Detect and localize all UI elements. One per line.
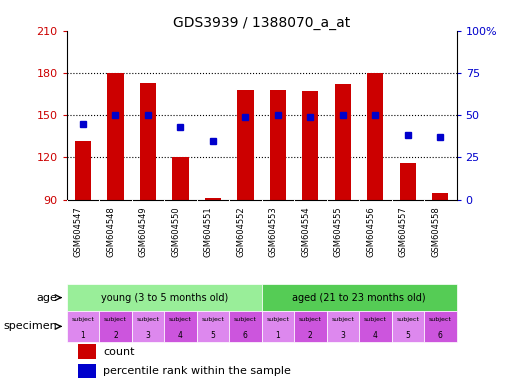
Bar xyxy=(237,90,253,200)
Bar xyxy=(327,311,359,342)
Bar xyxy=(400,163,416,200)
Text: GSM604547: GSM604547 xyxy=(74,207,83,257)
Text: subject: subject xyxy=(266,317,289,322)
Text: GSM604558: GSM604558 xyxy=(431,207,440,257)
Bar xyxy=(78,344,95,359)
Text: GSM604555: GSM604555 xyxy=(334,207,343,257)
Bar xyxy=(302,91,319,200)
Text: subject: subject xyxy=(234,317,257,322)
Bar xyxy=(391,311,424,342)
Text: subject: subject xyxy=(299,317,322,322)
Bar xyxy=(262,284,457,311)
Bar xyxy=(334,84,351,200)
Bar xyxy=(270,90,286,200)
Text: subject: subject xyxy=(429,317,452,322)
Text: GSM604554: GSM604554 xyxy=(301,207,310,257)
Text: GSM604553: GSM604553 xyxy=(269,207,278,257)
Text: subject: subject xyxy=(331,317,354,322)
Text: GSM604551: GSM604551 xyxy=(204,207,213,257)
Text: GSM604557: GSM604557 xyxy=(399,207,408,257)
Bar xyxy=(294,311,327,342)
Bar xyxy=(205,198,221,200)
Text: young (3 to 5 months old): young (3 to 5 months old) xyxy=(101,293,228,303)
Text: 2: 2 xyxy=(308,331,313,339)
Text: percentile rank within the sample: percentile rank within the sample xyxy=(103,366,291,376)
Text: 4: 4 xyxy=(373,331,378,339)
Title: GDS3939 / 1388070_a_at: GDS3939 / 1388070_a_at xyxy=(173,16,350,30)
Text: aged (21 to 23 months old): aged (21 to 23 months old) xyxy=(292,293,426,303)
Text: 3: 3 xyxy=(341,331,345,339)
Text: subject: subject xyxy=(202,317,224,322)
Bar xyxy=(196,311,229,342)
Text: 4: 4 xyxy=(178,331,183,339)
Text: GSM604550: GSM604550 xyxy=(171,207,181,257)
Text: subject: subject xyxy=(136,317,160,322)
Bar xyxy=(67,311,99,342)
Text: specimen: specimen xyxy=(3,321,57,331)
Text: 5: 5 xyxy=(210,331,215,339)
Text: subject: subject xyxy=(169,317,192,322)
Bar xyxy=(107,73,124,200)
Text: age: age xyxy=(36,293,57,303)
Text: 2: 2 xyxy=(113,331,118,339)
Text: subject: subject xyxy=(364,317,387,322)
Bar xyxy=(140,83,156,200)
Text: GSM604549: GSM604549 xyxy=(139,207,148,257)
Bar xyxy=(359,311,391,342)
Text: 1: 1 xyxy=(275,331,280,339)
Text: GSM604556: GSM604556 xyxy=(366,207,376,257)
Text: count: count xyxy=(103,347,135,357)
Bar xyxy=(367,73,383,200)
Bar xyxy=(132,311,164,342)
Bar xyxy=(75,141,91,200)
Text: 3: 3 xyxy=(146,331,150,339)
Bar xyxy=(432,193,448,200)
Text: 6: 6 xyxy=(243,331,248,339)
Bar xyxy=(164,311,196,342)
Bar xyxy=(424,311,457,342)
Text: subject: subject xyxy=(71,317,94,322)
Bar xyxy=(172,157,188,200)
Text: 5: 5 xyxy=(405,331,410,339)
Bar xyxy=(78,364,95,378)
Text: 1: 1 xyxy=(81,331,85,339)
Text: subject: subject xyxy=(397,317,419,322)
Text: GSM604552: GSM604552 xyxy=(236,207,245,257)
Bar xyxy=(262,311,294,342)
Text: 6: 6 xyxy=(438,331,443,339)
Bar xyxy=(67,284,262,311)
Bar xyxy=(99,311,132,342)
Text: subject: subject xyxy=(104,317,127,322)
Text: GSM604548: GSM604548 xyxy=(106,207,115,257)
Bar xyxy=(229,311,262,342)
